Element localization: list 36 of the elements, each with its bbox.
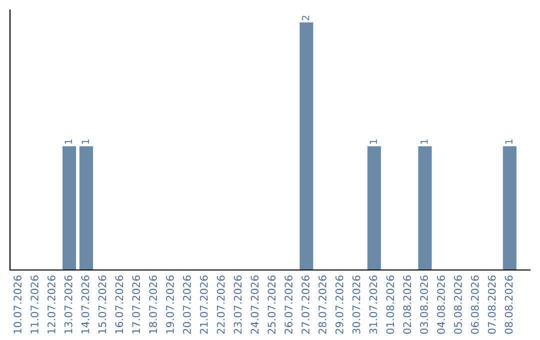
data-label: 1 — [370, 140, 377, 144]
x-tick-label: 13.07.2026 — [64, 276, 72, 334]
x-tick-label: 11.07.2026 — [30, 276, 38, 334]
x-tick-label: 05.08.2026 — [454, 276, 462, 334]
x-tick-label: 27.07.2026 — [302, 276, 310, 334]
x-tick-label: 30.07.2026 — [352, 276, 360, 334]
x-tick-label: 20.07.2026 — [182, 276, 191, 334]
x-tick-label: 29.07.2026 — [335, 276, 344, 334]
x-tick-label: 17.07.2026 — [132, 276, 140, 334]
data-label: 1 — [420, 140, 428, 144]
x-tick-label: 12.07.2026 — [47, 276, 56, 334]
x-tick-label: 18.07.2026 — [149, 276, 157, 334]
x-tick-label: 28.07.2026 — [318, 276, 326, 334]
x-tick-label: 16.07.2026 — [115, 276, 124, 334]
x-tick-label: 23.07.2026 — [234, 276, 242, 334]
data-label: 1 — [64, 140, 72, 144]
data-label: 2 — [302, 16, 310, 20]
x-tick-label: 07.08.2026 — [488, 276, 496, 334]
x-tick-label: 04.08.2026 — [437, 276, 445, 334]
x-tick-label: 25.07.2026 — [268, 276, 276, 334]
x-tick-label: 22.07.2026 — [216, 276, 225, 334]
x-tick-label: 14.07.2026 — [81, 276, 90, 334]
x-tick-label: 21.07.2026 — [200, 276, 208, 334]
x-tick-label: 03.08.2026 — [420, 276, 428, 334]
x-tick-label: 01.08.2026 — [386, 276, 394, 334]
x-tick-label: 31.07.2026 — [369, 276, 378, 334]
data-label: 1 — [505, 140, 512, 144]
data-label: 1 — [82, 140, 89, 144]
x-tick-label: 06.08.2026 — [470, 276, 479, 334]
x-tick-label: 19.07.2026 — [166, 276, 174, 334]
x-tick-label: 24.07.2026 — [250, 276, 259, 334]
x-tick-label: 02.08.2026 — [403, 276, 412, 334]
x-tick-label: 26.07.2026 — [284, 276, 292, 334]
x-tick-label: 08.08.2026 — [504, 276, 513, 334]
x-tick-label: 10.07.2026 — [14, 276, 22, 334]
x-tick-label: 15.07.2026 — [98, 276, 106, 334]
